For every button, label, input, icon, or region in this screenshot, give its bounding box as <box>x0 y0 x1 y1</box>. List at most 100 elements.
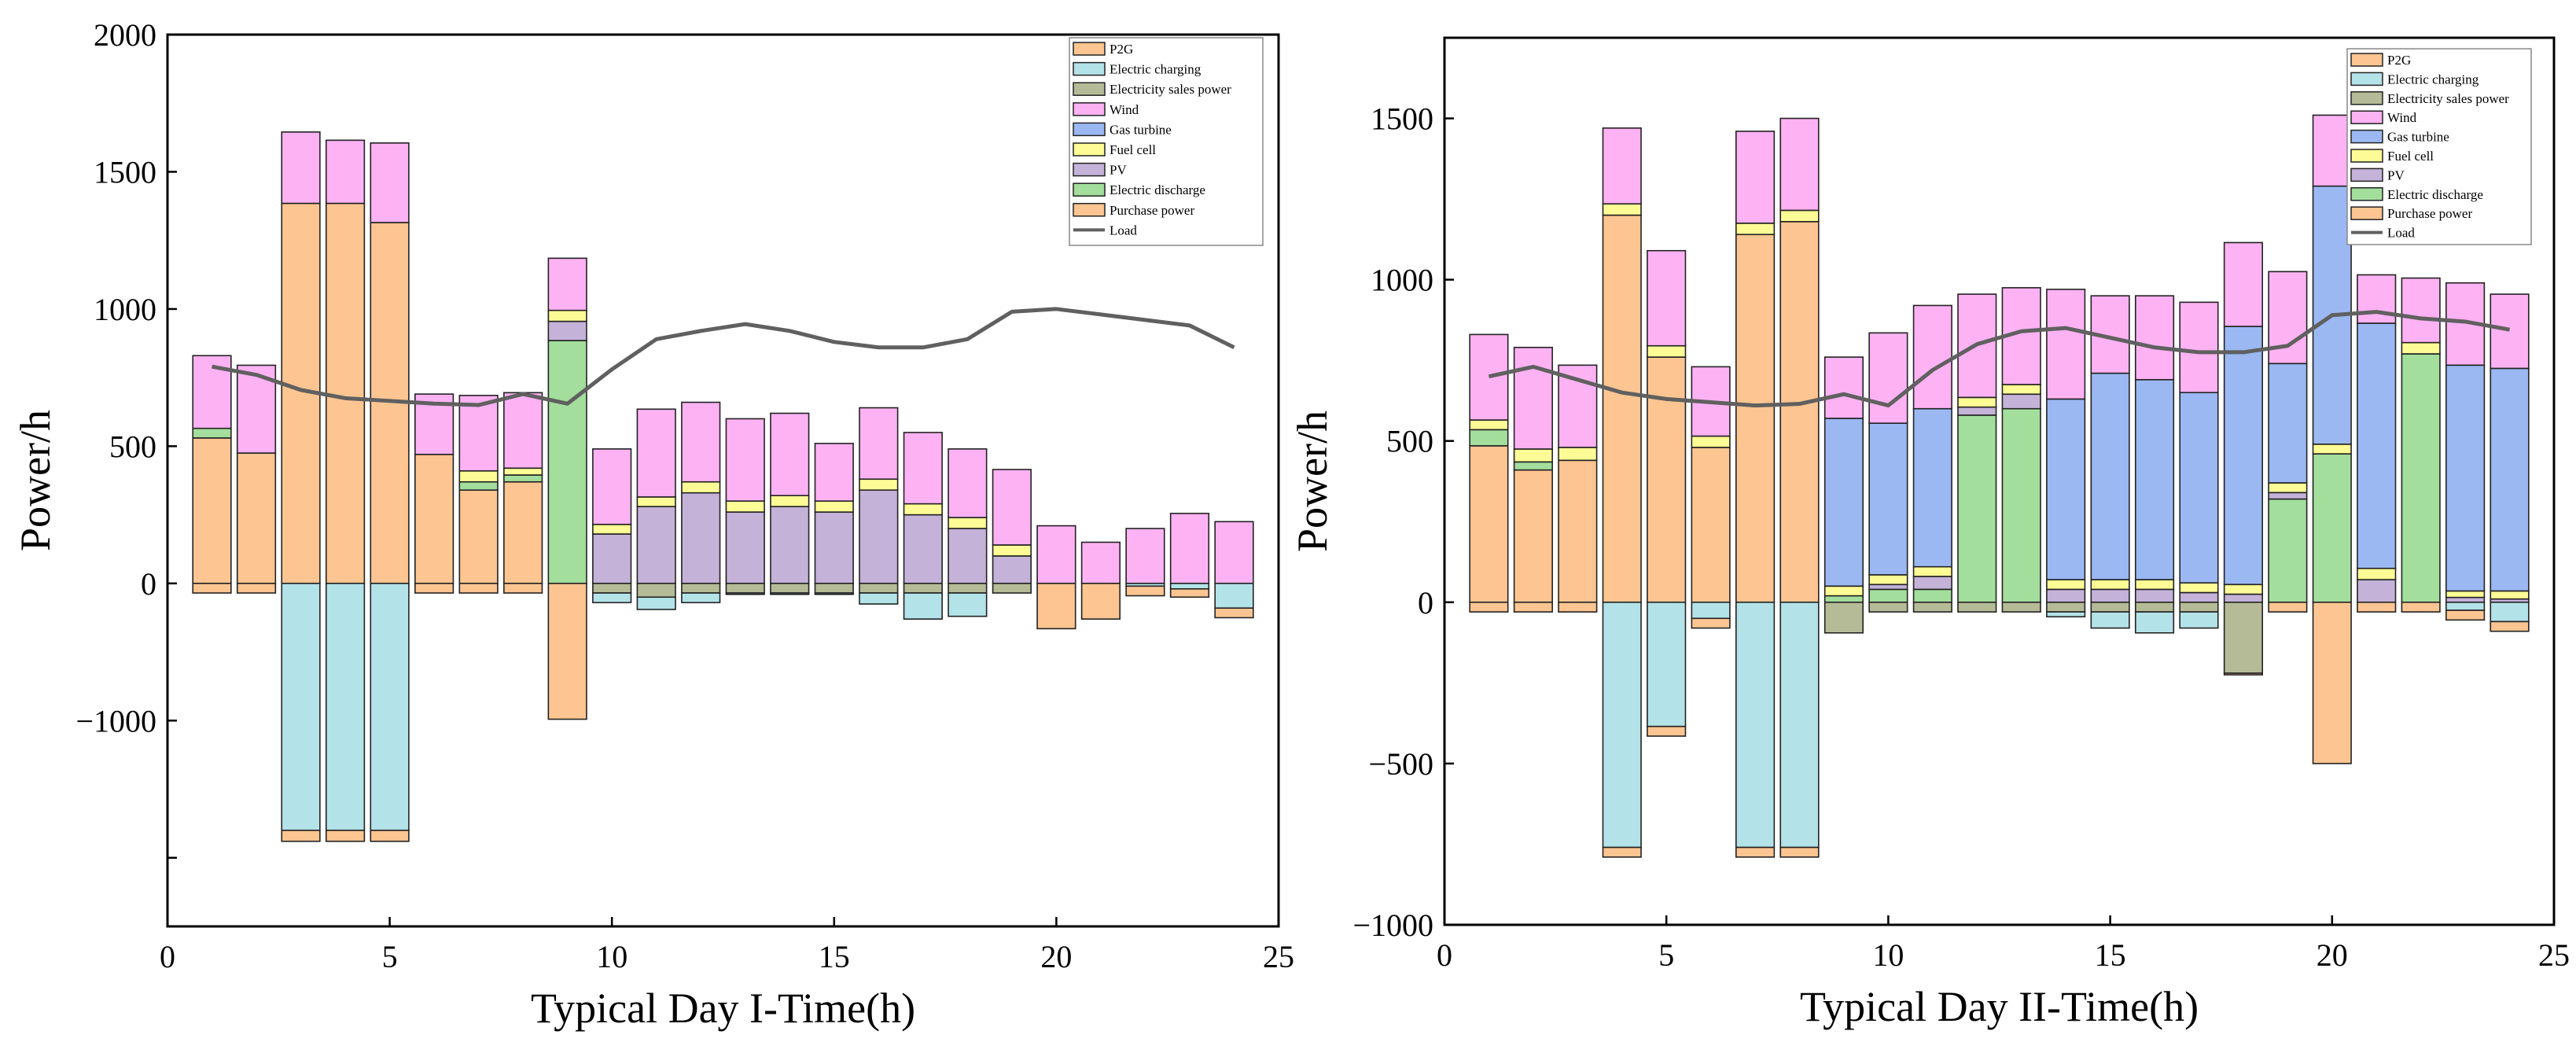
x-tick-label: 5 <box>382 939 398 974</box>
legend: P2G Electric charging Electricity sales po… <box>2346 48 2532 245</box>
legend-swatch <box>2350 129 2383 144</box>
chart-typical-day-2: 0 5 10 15 20 25 1500 1000 500 0 −500 −1000 Typical D… <box>1289 36 2570 1030</box>
bar-segment-p2g <box>1513 602 1553 613</box>
bar-segment-wind <box>370 142 410 223</box>
bar-segment-wind <box>2268 271 2308 365</box>
bar-segment-pv <box>814 511 854 584</box>
bar-segment-electric-charging <box>370 583 410 831</box>
bar-segment-electric-charging <box>725 592 765 595</box>
bar-segment-fuel-cell <box>1779 209 1820 223</box>
bar-segment-wind <box>503 392 543 469</box>
bar-segment-wind <box>725 418 765 502</box>
bar-segment-purchase-power <box>192 437 232 584</box>
bar-segment-electricity-sales-power <box>2001 602 2041 613</box>
bar-segment-fuel-cell <box>681 480 721 494</box>
bar-segment-pv <box>547 320 587 341</box>
bar-segment-electric-charging <box>2046 611 2086 618</box>
bar-segment-pv <box>592 533 632 584</box>
bar-segment-electricity-sales-power <box>1912 602 1952 613</box>
bar-segment-fuel-cell <box>1647 344 1687 358</box>
bar-segment-p2g <box>325 830 366 842</box>
bar-segment-purchase-power <box>236 452 277 584</box>
bar-segment-p2g <box>1647 725 1687 737</box>
bar-segment-fuel-cell <box>948 517 988 529</box>
bar-segment-wind <box>2223 241 2263 327</box>
bar-segment-wind <box>636 408 676 498</box>
x-axis-label: Typical Day I-Time(h) <box>531 985 915 1032</box>
legend-swatch <box>1073 162 1106 177</box>
legend-label: Electric charging <box>2387 72 2479 87</box>
bar-segment-fuel-cell <box>1469 419 1509 431</box>
bar-segment-electricity-sales-power <box>636 583 676 598</box>
bar-segment-electricity-sales-power <box>2090 602 2130 613</box>
bar-segment-fuel-cell <box>2357 567 2397 580</box>
load-line <box>1488 310 2511 408</box>
bar-segment-wind <box>1080 541 1121 584</box>
bar-segment-purchase-power <box>1691 447 1731 603</box>
legend-label: Electric discharge <box>2387 187 2483 202</box>
legend-entry-load: Load <box>2351 226 2415 241</box>
bar-segment-wind <box>859 407 899 480</box>
bar-segment-gas-turbine <box>2357 322 2397 569</box>
bar-segment-pv <box>725 511 765 584</box>
legend-label: Electricity sales power <box>2387 91 2509 106</box>
bar-segment-wind <box>281 131 321 204</box>
bar-segment-gas-turbine <box>1823 418 1864 587</box>
bar-segment-purchase-power <box>1469 445 1509 603</box>
bar-segment-electric-charging <box>1779 602 1820 849</box>
bar-segment-pv <box>859 489 899 584</box>
bar-segment-fuel-cell <box>859 478 899 492</box>
bar-segment-purchase-power <box>325 202 366 584</box>
legend-swatch <box>2350 187 2383 201</box>
bar-segment-purchase-power <box>458 489 499 584</box>
bar-segment-electric-charging <box>681 592 721 604</box>
load-line <box>212 307 1235 407</box>
legend: P2G Electric charging Electricity sales po… <box>1069 37 1264 246</box>
bar-segment-fuel-cell <box>1957 396 1997 408</box>
bar-segment-wind <box>770 412 810 496</box>
bar-segment-p2g <box>1125 585 1165 597</box>
bar-segment-fuel-cell <box>1602 203 1642 216</box>
bar-segment-pv <box>2445 596 2486 603</box>
bar-segment-electric-discharge <box>2268 498 2308 603</box>
bar-segment-electric-discharge <box>1957 414 1997 603</box>
bar-segment-electric-discharge <box>503 474 543 483</box>
bar-segment-wind <box>192 355 232 429</box>
legend-swatch <box>2350 72 2383 87</box>
legend-entry-pv: PV <box>1073 163 1127 178</box>
legend-entry-electric-charging: Electric charging <box>1073 62 1202 77</box>
legend-label: Wind <box>2387 110 2417 125</box>
bar-segment-wind <box>592 448 632 525</box>
bar-segment-electric-charging <box>1169 583 1210 590</box>
bar-segment-electric-charging <box>1647 602 1687 727</box>
bar-segment-p2g <box>192 583 232 594</box>
y-tick-label: 1000 <box>94 292 156 327</box>
bar-segment-wind <box>992 469 1032 546</box>
bar-segment-electric-charging <box>2490 602 2530 623</box>
y-tick-label: 2000 <box>94 17 156 53</box>
bar-segment-electric-charging <box>2134 611 2175 634</box>
bar-segment-wind <box>2357 274 2397 324</box>
legend-entry-purchase-power: Purchase power <box>1073 203 1194 218</box>
legend-label: Purchase power <box>1110 203 1194 218</box>
bar-segment-fuel-cell <box>458 469 499 483</box>
x-tick-label: 20 <box>1040 939 1072 974</box>
bar-segment-fuel-cell <box>2490 590 2530 600</box>
bar-segment-electric-charging <box>1214 583 1254 609</box>
bar-segment-electric-discharge <box>2312 453 2352 603</box>
bar-segment-electric-charging <box>2445 602 2486 611</box>
bar-segment-electric-charging <box>2179 611 2219 629</box>
bar-segment-p2g <box>414 583 454 594</box>
bar-segment-fuel-cell <box>814 500 854 513</box>
bar-segment-pv <box>636 506 676 584</box>
bar-segment-fuel-cell <box>2090 579 2130 591</box>
bar-segment-wind <box>1602 127 1642 205</box>
legend-label: Gas turbine <box>1110 122 1172 137</box>
legend-label: Wind <box>1110 102 1139 117</box>
x-tick-label: 5 <box>1658 937 1674 973</box>
y-axis-label: Power/h <box>1289 411 1336 552</box>
x-tick-label: 10 <box>1872 937 1904 973</box>
bar-segment-pv <box>1912 576 1952 591</box>
legend-entry-electricity-sales-power: Electricity sales power <box>1073 82 1231 97</box>
legend-entry-electricity-sales-power: Electricity sales power <box>2350 91 2509 106</box>
